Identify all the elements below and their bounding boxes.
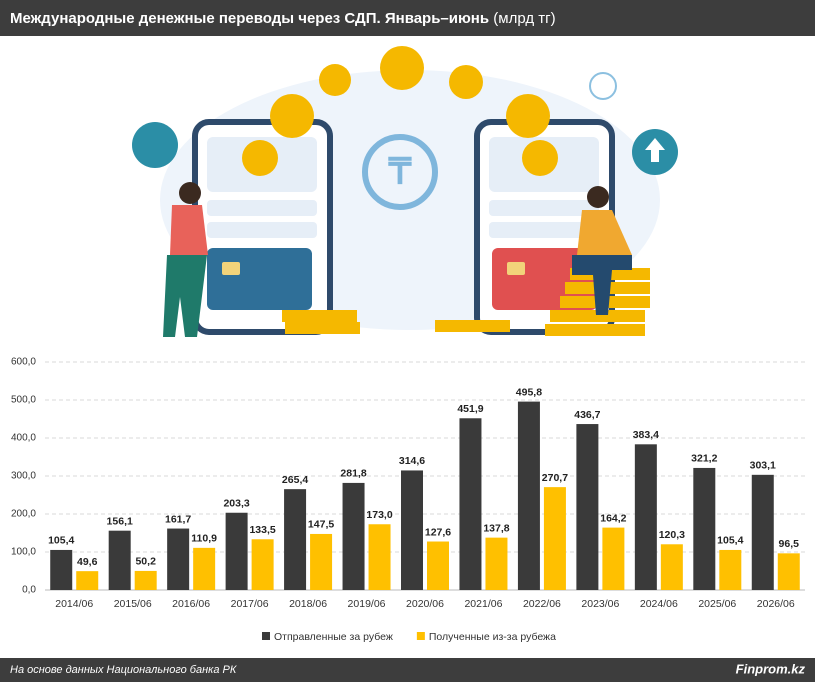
bar	[602, 527, 625, 590]
x-tick-label: 2026/06	[757, 598, 795, 610]
bar	[576, 424, 599, 590]
value-label: 161,7	[165, 513, 191, 525]
value-label: 105,4	[717, 535, 743, 547]
bar	[368, 524, 391, 590]
value-label: 49,6	[77, 556, 98, 568]
bar	[134, 570, 157, 590]
bar	[193, 547, 216, 590]
bar	[719, 549, 742, 590]
source-note: На основе данных Национального банка РК	[10, 664, 237, 676]
y-tick-label: 500,0	[11, 395, 36, 406]
brand: Finprom.kz	[736, 661, 806, 676]
legend-swatch	[416, 632, 425, 640]
y-tick-label: 400,0	[11, 433, 36, 444]
x-tick-label: 2020/06	[406, 598, 444, 610]
value-label: 265,4	[282, 474, 308, 486]
value-label: 321,2	[691, 453, 717, 465]
footer-bar	[0, 658, 815, 682]
bar	[693, 467, 716, 590]
value-label: 281,8	[340, 468, 366, 480]
x-tick-label: 2024/06	[640, 598, 678, 610]
bar	[427, 541, 449, 590]
legend-label: Отправленные за рубеж	[274, 631, 393, 643]
bar	[167, 528, 190, 590]
value-label: 156,1	[107, 515, 133, 527]
value-label: 451,9	[457, 403, 483, 415]
bar	[751, 474, 774, 590]
bar	[485, 537, 508, 590]
y-tick-label: 100,0	[11, 547, 36, 558]
bar	[660, 544, 683, 590]
value-label: 127,6	[425, 526, 451, 538]
value-label: 203,3	[223, 498, 249, 510]
value-label: 50,2	[135, 556, 156, 568]
value-label: 383,4	[633, 429, 659, 441]
x-tick-label: 2017/06	[231, 598, 269, 610]
bar	[342, 482, 365, 590]
legend-label: Полученные из-за рубежа	[429, 631, 556, 643]
x-tick-label: 2019/06	[348, 598, 386, 610]
bar	[310, 533, 333, 590]
y-tick-label: 600,0	[11, 357, 36, 368]
value-label: 120,3	[659, 529, 685, 541]
x-tick-label: 2022/06	[523, 598, 561, 610]
bar	[225, 512, 248, 590]
bar	[543, 487, 566, 590]
legend-swatch	[262, 632, 270, 640]
illustration: ₸	[132, 46, 678, 337]
value-label: 147,5	[308, 519, 334, 531]
bar	[50, 549, 73, 590]
y-tick-label: 0,0	[22, 585, 36, 596]
value-label: 495,8	[516, 386, 542, 398]
chart-heading: Международные денежные переводы через СД…	[10, 10, 556, 27]
value-label: 314,6	[399, 455, 425, 467]
x-tick-label: 2016/06	[172, 598, 210, 610]
bar	[108, 530, 131, 590]
x-tick-label: 2014/06	[55, 598, 93, 610]
x-tick-label: 2018/06	[289, 598, 327, 610]
value-label: 110,9	[191, 533, 217, 545]
value-label: 137,8	[483, 522, 509, 534]
y-tick-label: 300,0	[11, 471, 36, 482]
value-label: 436,7	[574, 409, 600, 421]
value-label: 164,2	[600, 512, 626, 524]
chart-title: Международные денежные переводы через СД…	[10, 10, 489, 27]
bar	[459, 418, 482, 590]
chart-unit: (млрд тг)	[493, 10, 555, 27]
x-tick-label: 2015/06	[114, 598, 152, 610]
value-label: 173,0	[366, 509, 392, 521]
value-label: 105,4	[48, 535, 74, 547]
value-label: 133,5	[249, 524, 275, 536]
x-tick-label: 2021/06	[464, 598, 502, 610]
value-label: 303,1	[750, 460, 776, 472]
value-label: 96,5	[779, 538, 800, 550]
bar	[76, 571, 99, 590]
x-tick-label: 2023/06	[581, 598, 619, 610]
svg-text:₸: ₸	[388, 151, 413, 192]
bar	[517, 401, 540, 590]
bar	[251, 539, 274, 590]
x-tick-label: 2025/06	[698, 598, 736, 610]
bar	[284, 489, 307, 590]
header-bar	[0, 0, 815, 36]
value-label: 270,7	[542, 472, 568, 484]
bar	[777, 553, 800, 590]
bar	[401, 470, 423, 590]
bar	[634, 444, 657, 590]
y-tick-label: 200,0	[11, 509, 36, 520]
